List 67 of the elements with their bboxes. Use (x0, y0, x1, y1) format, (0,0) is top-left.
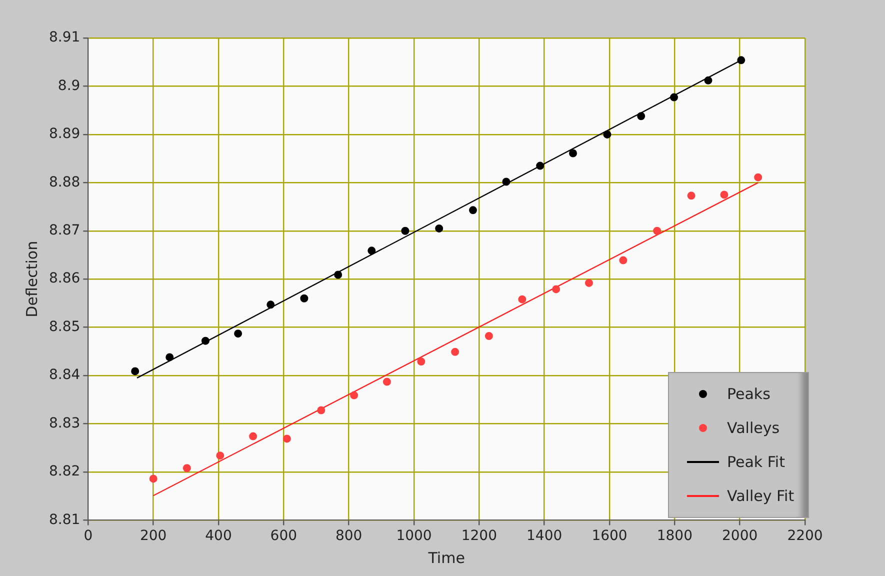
point (484, 332, 493, 340)
y-tick-label: 8.87 (49, 222, 80, 239)
y-tick-label: 8.9 (58, 78, 80, 94)
point (182, 464, 191, 472)
point (266, 300, 275, 309)
point (417, 358, 426, 366)
point (401, 226, 410, 235)
point (166, 353, 174, 362)
x-tick-label: 1600 (592, 528, 628, 544)
point (300, 294, 308, 302)
point (637, 112, 646, 120)
point (603, 130, 612, 138)
point (382, 378, 391, 386)
point (619, 256, 628, 264)
x-tick-label: 2200 (787, 528, 823, 544)
y-tick-label: 8.82 (49, 464, 80, 480)
legend-label: Valley Fit (727, 487, 794, 506)
point (518, 295, 526, 304)
legend-label: Peaks (727, 385, 770, 404)
x-tick-label: 1000 (396, 528, 432, 544)
point (282, 434, 291, 443)
point (216, 452, 224, 460)
point (350, 391, 358, 400)
point (569, 149, 578, 158)
point (249, 432, 258, 440)
point (536, 162, 544, 170)
y-axis-title: Deflection (22, 240, 41, 318)
x-tick-label: 200 (140, 528, 167, 544)
point (451, 348, 460, 356)
point (670, 93, 678, 102)
point (584, 278, 593, 287)
x-tick-label: 2000 (722, 528, 758, 544)
x-tick-label: 1400 (526, 528, 562, 544)
point (754, 173, 762, 182)
legend-label: Valleys (727, 419, 780, 438)
point (552, 285, 560, 294)
x-tick-label: 1800 (656, 528, 692, 544)
point (468, 206, 477, 214)
point (368, 246, 376, 255)
point (334, 270, 342, 279)
point (502, 178, 510, 186)
point (720, 190, 728, 199)
x-tick-label: 800 (335, 528, 362, 544)
y-tick-label: 8.83 (49, 415, 80, 432)
x-tick-label: 1200 (461, 528, 497, 544)
point (653, 226, 662, 235)
y-tick-label: 8.81 (49, 512, 80, 528)
point (201, 336, 210, 345)
x-tick-label: 0 (84, 528, 93, 544)
x-tick-label: 600 (270, 528, 298, 544)
y-tick-label: 8.88 (49, 174, 80, 190)
point (435, 224, 444, 232)
point (149, 474, 158, 483)
legend-label: Peak Fit (727, 453, 785, 472)
x-axis-title: Time (427, 548, 465, 567)
y-tick-label: 8.84 (49, 367, 80, 384)
point (131, 367, 140, 376)
point (317, 406, 326, 414)
point (687, 192, 696, 200)
y-tick-label: 8.91 (49, 30, 80, 46)
y-tick-label: 8.85 (49, 318, 80, 335)
point (234, 330, 242, 338)
y-tick-label: 8.86 (49, 270, 80, 287)
x-tick-label: 400 (205, 528, 232, 544)
point (737, 56, 746, 64)
point (704, 76, 712, 84)
y-tick-label: 8.89 (49, 126, 80, 142)
